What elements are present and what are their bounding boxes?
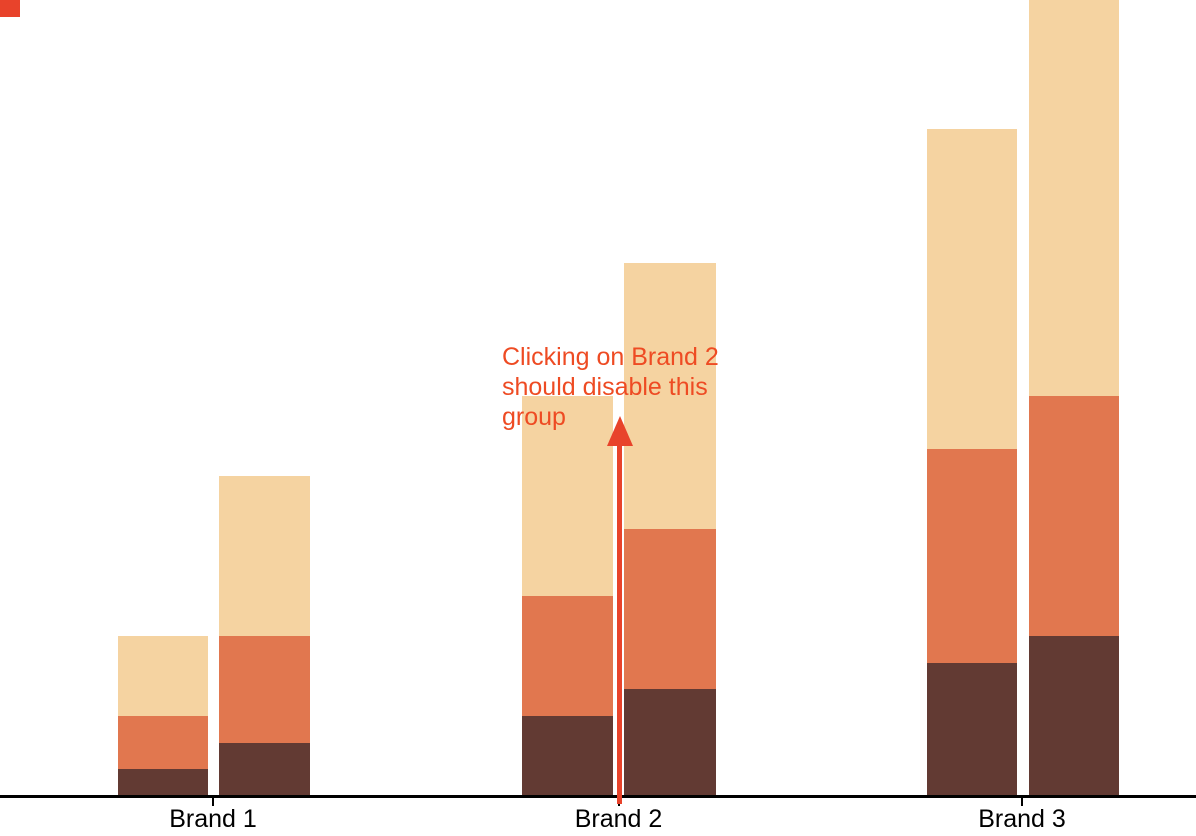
column-segment-brown-brand-1-left[interactable] <box>118 769 208 796</box>
legend-marker-red-square[interactable] <box>0 0 20 17</box>
column-segment-orange-brand-2-right[interactable] <box>624 529 716 690</box>
column-segment-brown-brand-1-right[interactable] <box>219 742 310 796</box>
x-axis-tick-brand-3 <box>1021 798 1023 806</box>
column-segment-brown-brand-2-right[interactable] <box>624 689 716 796</box>
column-segment-tan-brand-1-left[interactable] <box>118 635 208 716</box>
column-segment-tan-brand-2-right[interactable] <box>624 262 716 530</box>
column-segment-tan-brand-2-left[interactable] <box>522 395 613 596</box>
x-axis-label-brand-3[interactable]: Brand 3 <box>978 805 1066 833</box>
annotation-text: Clicking on Brand 2 should disable this … <box>502 343 719 431</box>
x-axis-label-brand-2[interactable]: Brand 2 <box>574 805 663 833</box>
column-segment-orange-brand-3-left[interactable] <box>927 449 1017 663</box>
column-segment-tan-brand-3-right[interactable] <box>1029 0 1119 396</box>
column-segment-brown-brand-3-left[interactable] <box>927 662 1017 796</box>
column-segment-tan-brand-1-right[interactable] <box>219 475 310 636</box>
x-axis-tick-brand-1 <box>212 798 214 806</box>
column-segment-orange-brand-1-right[interactable] <box>219 635 310 743</box>
column-segment-brown-brand-2-left[interactable] <box>522 715 613 796</box>
column-segment-brown-brand-3-right[interactable] <box>1029 635 1119 796</box>
x-axis-label-brand-1[interactable]: Brand 1 <box>169 805 257 833</box>
x-axis-line <box>0 795 1196 798</box>
column-segment-orange-brand-2-left[interactable] <box>522 595 613 716</box>
column-segment-orange-brand-1-left[interactable] <box>118 715 208 770</box>
column-segment-tan-brand-3-left[interactable] <box>927 129 1017 450</box>
annotation-arrow-head-icon <box>607 416 633 446</box>
annotation-arrow-stem <box>617 440 622 804</box>
column-segment-orange-brand-3-right[interactable] <box>1029 395 1119 636</box>
